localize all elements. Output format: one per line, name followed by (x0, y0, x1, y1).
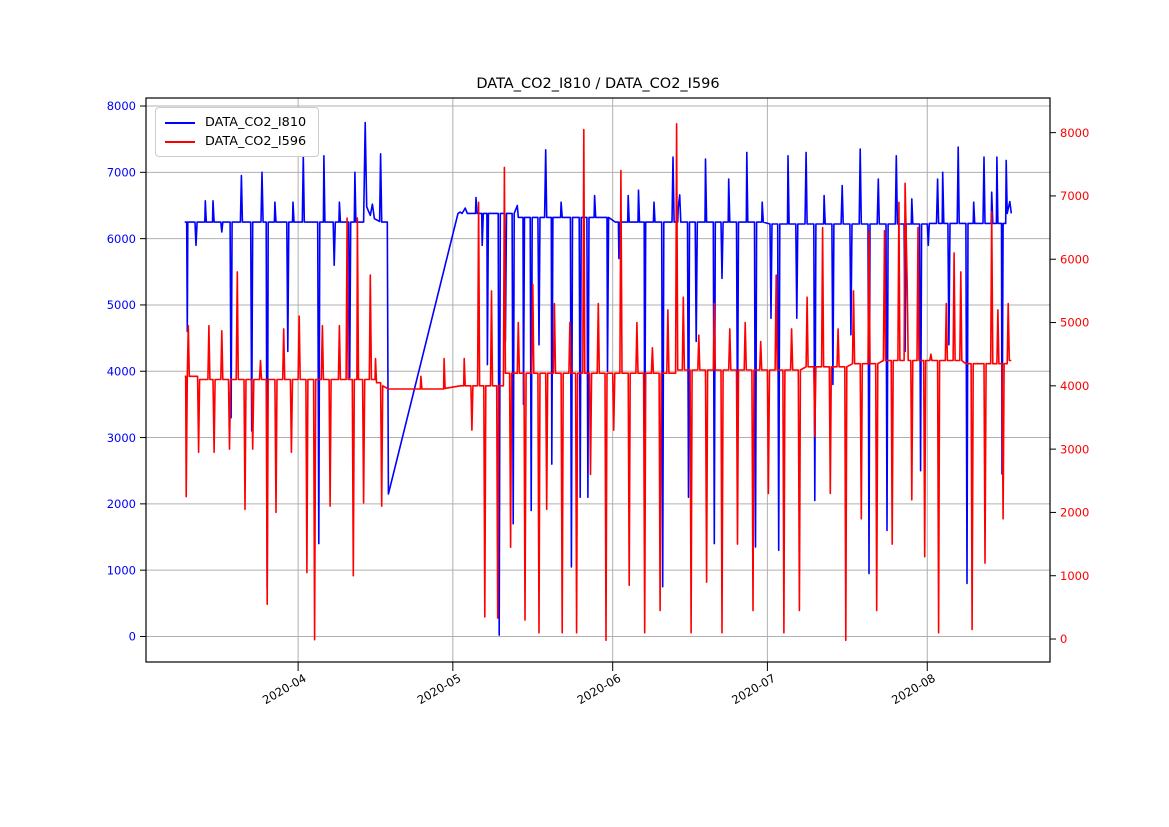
y-left-tick-label: 0 (129, 630, 136, 644)
y-left-tick-label: 1000 (107, 563, 136, 577)
y-right-tick-label: 3000 (1060, 442, 1089, 456)
y-right-tick-label: 5000 (1060, 316, 1089, 330)
axis-ticks (140, 105, 1056, 671)
y-left-tick-label: 3000 (107, 431, 136, 445)
legend-line-swatch-red (165, 140, 195, 143)
y-right-tick-label: 2000 (1060, 506, 1089, 520)
series-line-data-co2-i810 (184, 121, 1013, 636)
y-right-tick-label: 1000 (1060, 569, 1089, 583)
series-line-data-co2-i596 (184, 123, 1012, 642)
legend-line-swatch-blue (165, 121, 195, 124)
x-tick-label: 2020-08 (889, 671, 938, 707)
legend-item: DATA_CO2_I596 (165, 132, 318, 151)
legend: DATA_CO2_I810 DATA_CO2_I596 (155, 107, 319, 157)
x-tick-label: 2020-06 (575, 671, 624, 707)
legend-item: DATA_CO2_I810 (165, 113, 318, 132)
plot-border (145, 97, 1051, 663)
legend-label: DATA_CO2_I596 (205, 134, 307, 149)
legend-label: DATA_CO2_I810 (205, 115, 307, 130)
y-right-tick-label: 7000 (1060, 189, 1089, 203)
y-left-tick-label: 8000 (107, 99, 136, 113)
y-left-tick-label: 7000 (107, 166, 136, 180)
chart-title: DATA_CO2_I810 / DATA_CO2_I596 (476, 76, 720, 92)
y-right-tick-label: 4000 (1060, 379, 1089, 393)
y-left-tick-label: 2000 (107, 497, 136, 511)
y-right-tick-label: 6000 (1060, 252, 1089, 266)
y-left-tick-label: 6000 (107, 232, 136, 246)
x-tick-label: 2020-07 (729, 671, 778, 707)
x-tick-label: 2020-05 (415, 671, 464, 707)
y-left-tick-label: 5000 (107, 298, 136, 312)
y-right-tick-label: 8000 (1060, 126, 1089, 140)
x-tick-label: 2020-04 (260, 671, 309, 707)
y-right-tick-label: 0 (1060, 632, 1067, 646)
y-left-tick-label: 4000 (107, 364, 136, 378)
